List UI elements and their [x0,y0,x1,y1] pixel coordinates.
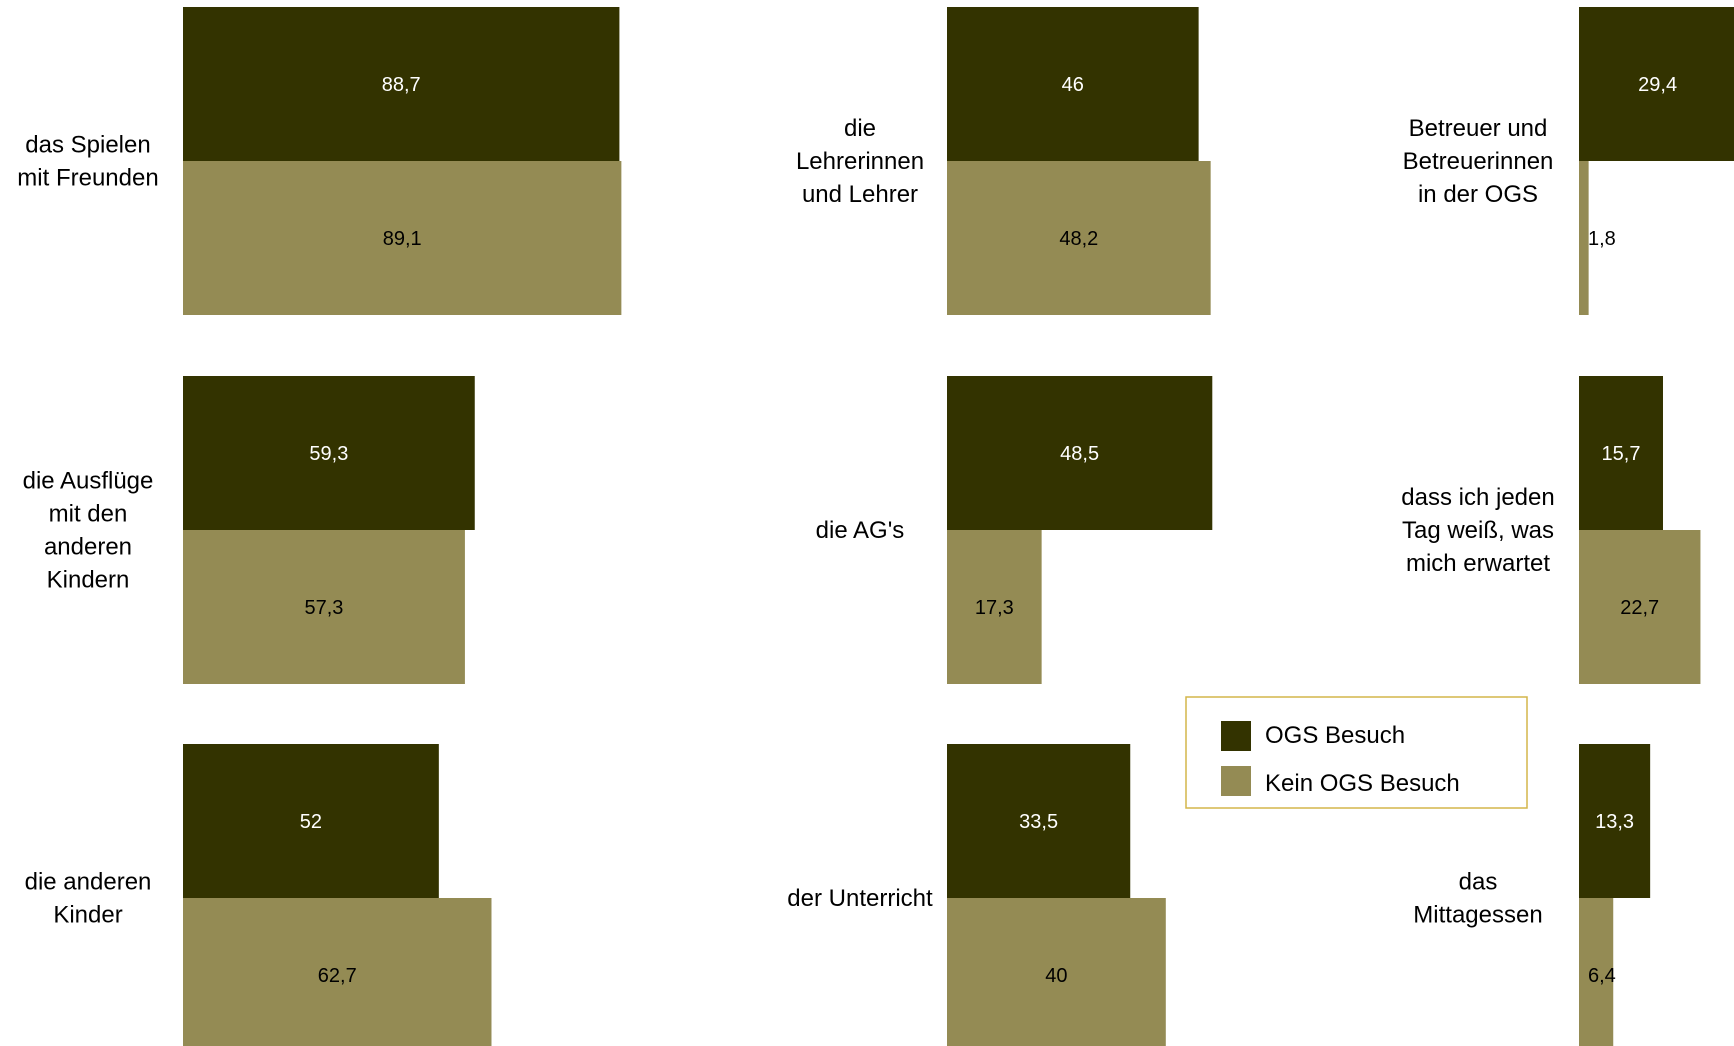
category-label-7-line-3: in der OGS [1418,181,1538,208]
value-label-kein-1: 89,1 [383,228,422,250]
category-label-8-line-1: dass ich jeden [1401,484,1554,511]
category-label-1-line-1: das Spielen [25,132,150,159]
value-label-ogs-7: 29,4 [1638,74,1677,96]
value-label-kein-3: 62,7 [318,965,357,987]
category-label-1-line-2: mit Freunden [17,165,158,192]
category-label-4-line-3: und Lehrer [802,181,918,208]
category-label-2-line-1: die Ausflüge [23,468,154,495]
value-label-ogs-4: 46 [1062,74,1084,96]
panel-5: 48,5 17,3 die AG's [816,376,1213,684]
category-label-9-line-2: Mittagessen [1413,902,1542,929]
value-label-kein-6: 40 [1045,965,1067,987]
value-label-ogs-1: 88,7 [382,74,421,96]
panel-7: 29,4 1,8 Betreuer und Betreuerinnen in der O… [1403,7,1734,315]
value-label-ogs-8: 15,7 [1602,443,1641,465]
category-label-7-line-1: Betreuer und [1409,115,1548,142]
category-label-7-line-2: Betreuerinnen [1403,148,1554,175]
value-label-kein-5: 17,3 [975,597,1014,619]
category-label-2-line-4: Kindern [47,567,130,594]
panel-8: 15,7 22,7 dass ich jeden Tag weiß, was mich … [1401,376,1700,684]
legend-label-kein: Kein OGS Besuch [1265,770,1460,797]
category-label-3-line-1: die anderen [25,869,152,896]
category-label-2-line-2: mit den [49,501,128,528]
category-label-8-line-3: mich erwartet [1406,550,1550,577]
category-label-9-line-1: das [1459,869,1498,896]
value-label-ogs-9: 13,3 [1595,811,1634,833]
value-label-kein-4: 48,2 [1059,228,1098,250]
category-label-4-line-1: die [844,115,876,142]
legend: OGS Besuch Kein OGS Besuch [1186,697,1527,808]
category-label-8-line-2: Tag weiß, was [1402,517,1554,544]
category-label-2-line-3: anderen [44,534,132,561]
legend-swatch-ogs [1221,721,1251,751]
value-label-kein-9: 6,4 [1588,965,1616,987]
value-label-ogs-3: 52 [300,811,322,833]
category-label-4-line-2: Lehrerinnen [796,148,924,175]
value-label-kein-7: 1,8 [1588,228,1616,250]
value-label-ogs-6: 33,5 [1019,811,1058,833]
category-label-5-line-1: die AG's [816,517,905,544]
category-label-6-line-1: der Unterricht [787,885,933,912]
legend-label-ogs: OGS Besuch [1265,722,1405,749]
value-label-ogs-2: 59,3 [309,443,348,465]
panel-1: 88,7 89,1 das Spielen mit Freunden [17,7,621,315]
value-label-kein-8: 22,7 [1620,597,1659,619]
legend-swatch-kein [1221,766,1251,796]
chart-panels: 88,7 89,1 das Spielen mit Freunden 59,3 57,3 d… [17,7,1734,1046]
panel-4: 46 48,2 die Lehrerinnen und Lehrer [796,7,1211,315]
panel-2: 59,3 57,3 die Ausflüge mit den anderen Kinder… [23,376,475,684]
panel-6: 33,5 40 der Unterricht [787,744,1165,1046]
category-label-3-line-2: Kinder [53,902,122,929]
value-label-kein-2: 57,3 [304,597,343,619]
value-label-ogs-5: 48,5 [1060,443,1099,465]
panel-3: 52 62,7 die anderen Kinder [25,744,492,1046]
